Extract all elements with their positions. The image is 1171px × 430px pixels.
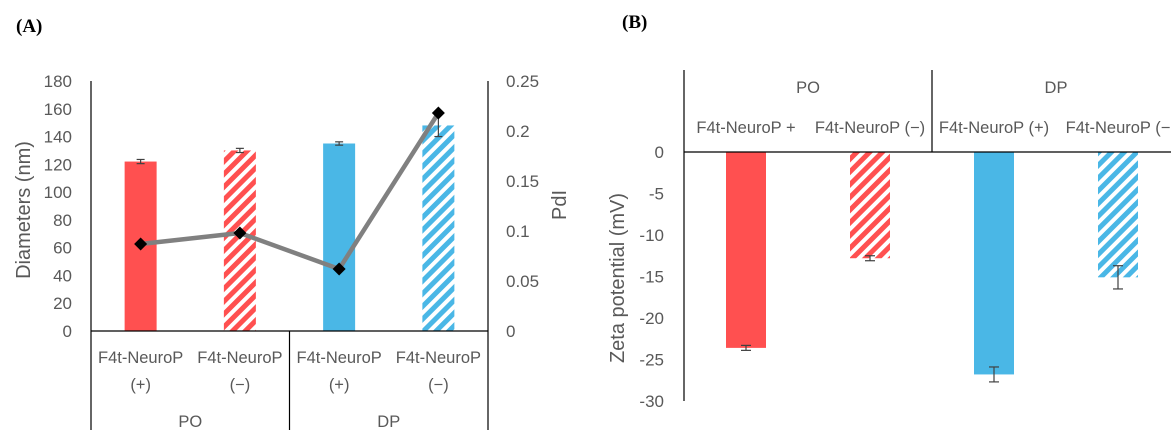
panel-a-y-ticks: 0 20 40 60 80 100 120 140 160 180 xyxy=(44,72,72,341)
error-bar xyxy=(335,141,344,146)
y-tick-label: 140 xyxy=(44,128,72,147)
y-tick-label: 60 xyxy=(53,239,72,258)
category-label: F4t-NeuroP xyxy=(396,349,481,367)
panel-b-y-ticks: 0 -5 -10 -15 -20 -25 -30 xyxy=(639,143,664,411)
y-tick-label: -25 xyxy=(639,351,664,370)
y-tick-label: 120 xyxy=(44,155,72,174)
category-label: F4t-NeuroP + xyxy=(696,119,795,137)
error-bar xyxy=(989,366,999,383)
pdi-point xyxy=(332,262,346,276)
y-tick-label: -20 xyxy=(639,309,664,328)
y2-tick-label: 0.2 xyxy=(506,122,530,141)
category-sublabel: (−) xyxy=(428,376,449,394)
zeta-bar xyxy=(1098,152,1138,278)
y2-tick-label: 0.25 xyxy=(506,72,539,91)
error-bar xyxy=(136,158,145,165)
y-tick-label: 20 xyxy=(53,294,72,313)
zeta-bar xyxy=(726,152,766,348)
panel-a-pdi-series xyxy=(134,106,445,276)
pdi-line xyxy=(140,111,441,272)
category-label: F4t-NeuroP xyxy=(98,349,183,367)
error-bar xyxy=(865,255,875,262)
category-label: F4t-NeuroP xyxy=(296,349,381,367)
y-tick-label: 160 xyxy=(44,100,72,119)
y-tick-label: 0 xyxy=(63,322,72,341)
y-tick-label: -10 xyxy=(639,226,664,245)
panel-a-y2label: PdI xyxy=(549,190,571,220)
y-tick-label: -15 xyxy=(639,268,664,287)
panel-b-bars xyxy=(726,152,1138,383)
panel-b-label: (B) xyxy=(622,12,647,33)
y2-tick-label: 0 xyxy=(506,322,515,341)
panel-b-category-axis: F4t-NeuroP + F4t-NeuroP (−) F4t-NeuroP (+)… xyxy=(683,70,1171,401)
panel-a-category-axis: F4t-NeuroP (+) F4t-NeuroP (−) F4t-NeuroP (+) F… xyxy=(90,81,489,430)
error-bar xyxy=(741,344,751,351)
group-label: DP xyxy=(377,413,400,430)
y-tick-label: 0 xyxy=(655,143,664,162)
group-label: DP xyxy=(1045,79,1068,97)
y-tick-label: 180 xyxy=(44,72,72,91)
category-label: F4t-NeuroP (−) xyxy=(815,119,925,137)
category-label: F4t-NeuroP xyxy=(197,349,282,367)
zeta-bar xyxy=(974,152,1014,375)
y-tick-label: 40 xyxy=(53,266,72,285)
zeta-bar xyxy=(850,152,890,259)
pdi-point xyxy=(431,106,445,120)
group-label: PO xyxy=(796,79,820,97)
category-sublabel: (+) xyxy=(329,376,350,394)
error-bar xyxy=(1113,265,1123,290)
panel-b-ylabel: Zeta potential (mV) xyxy=(607,193,629,363)
category-label: F4t-NeuroP (+) xyxy=(939,119,1049,137)
panel-a-y2-ticks: 0 0.05 0.1 0.15 0.2 0.25 xyxy=(506,72,539,341)
y-tick-label: -5 xyxy=(649,185,664,204)
category-label: F4t-NeuroP (− xyxy=(1066,119,1171,137)
diameter-bar xyxy=(323,143,356,331)
panel-a-label: (A) xyxy=(16,16,42,37)
panel-a: (A) Diameters (nm) PdI 0 20 40 60 80 100 120 14… xyxy=(13,16,571,430)
diameter-bar xyxy=(422,125,455,331)
category-sublabel: (+) xyxy=(130,376,151,394)
y2-tick-label: 0.1 xyxy=(506,222,530,241)
pdi-point xyxy=(233,226,247,240)
panel-b: (B) Zeta potential (mV) 0 -5 -10 -15 -20 -25 -… xyxy=(607,12,1171,411)
y-tick-label: -30 xyxy=(639,392,664,411)
y-tick-label: 80 xyxy=(53,211,72,230)
panel-a-bars xyxy=(124,113,455,331)
panel-a-ylabel: Diameters (nm) xyxy=(13,141,35,279)
y2-tick-label: 0.05 xyxy=(506,272,539,291)
pdi-point xyxy=(134,237,148,251)
y-tick-label: 100 xyxy=(44,183,72,202)
diameter-bar xyxy=(223,150,256,331)
error-bar xyxy=(235,147,244,154)
y2-tick-label: 0.15 xyxy=(506,172,539,191)
category-sublabel: (−) xyxy=(230,376,251,394)
group-label: PO xyxy=(178,413,202,430)
